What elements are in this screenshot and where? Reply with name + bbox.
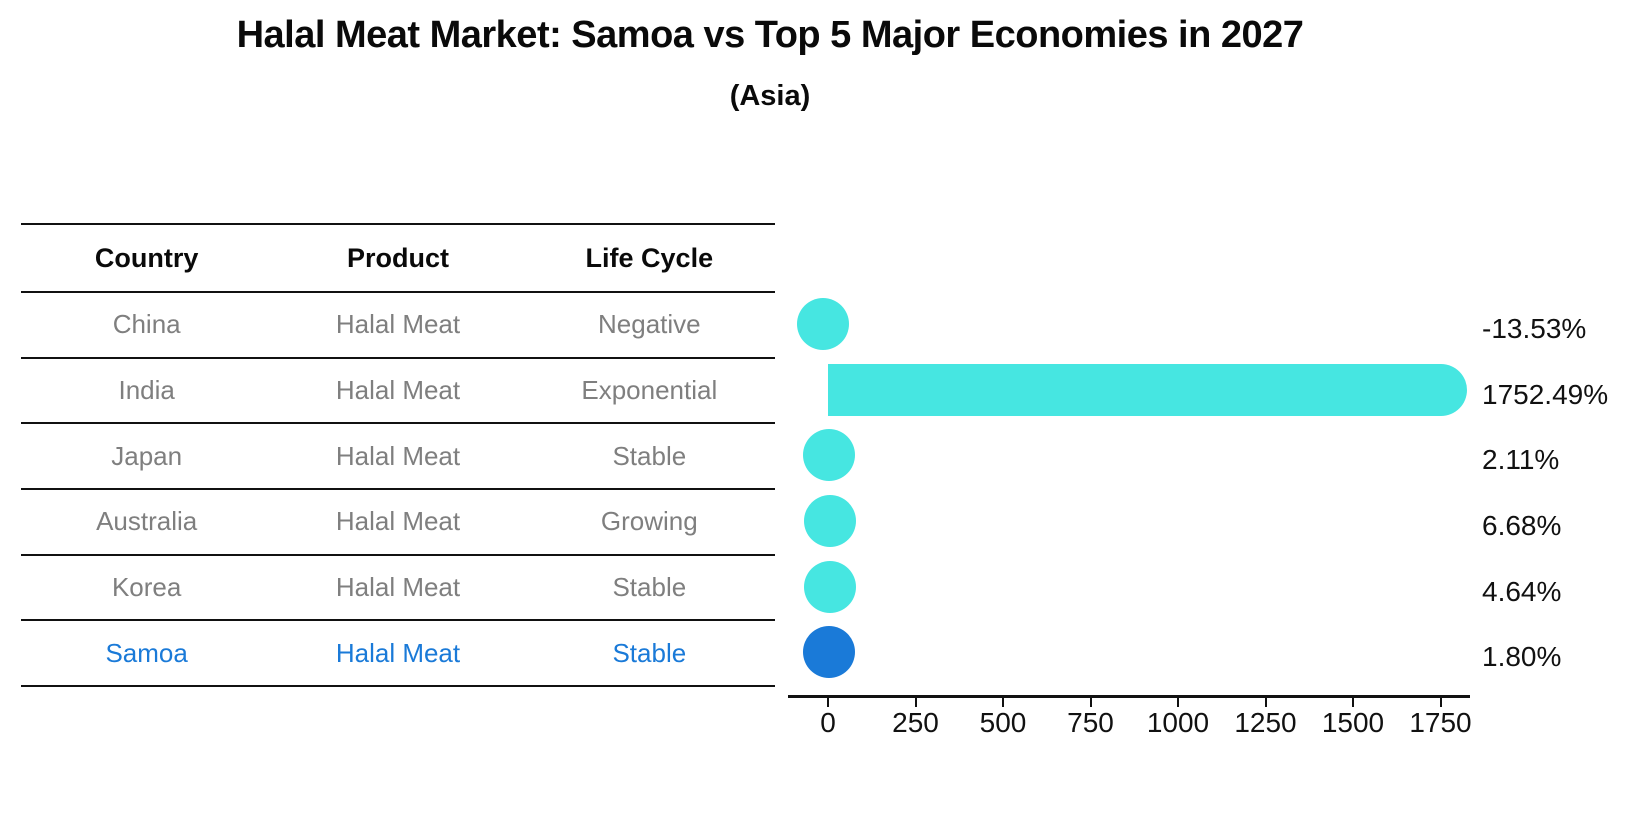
table-row-korea: Korea Halal Meat Stable: [21, 556, 775, 622]
bar-samoa: [802, 626, 855, 679]
data-table: Country Product Life Cycle China Halal Meat N…: [21, 223, 775, 688]
table-cell-product: Halal Meat: [335, 309, 461, 340]
table-cell-life-cycle: Stable: [612, 637, 687, 668]
chart-subtitle: (Asia): [729, 80, 811, 112]
table-row-japan: Japan Halal Meat Stable: [21, 424, 775, 491]
table-cell-country: Korea: [111, 572, 182, 603]
x-tick-1000: [1177, 698, 1179, 707]
x-tick-label-750: 750: [1067, 707, 1114, 738]
table-cell-country: China: [112, 309, 181, 340]
table-cell-country: India: [118, 375, 175, 406]
table-cell-product: Halal Meat: [335, 375, 461, 406]
table-header-cell-product: Product: [346, 242, 449, 273]
bar-china: [797, 297, 850, 350]
x-tick-label-500: 500: [979, 707, 1027, 738]
table-cell-product: Halal Meat: [335, 637, 461, 668]
x-tick-1250: [1264, 698, 1267, 707]
chart-title: Halal Meat Market: Samoa vs Top 5 Major …: [236, 14, 1304, 56]
table-row-china: China Halal Meat Negative: [21, 293, 775, 359]
table-header-row: Country Product Life Cycle: [21, 225, 775, 293]
value-label-samoa: 1.80%: [1482, 641, 1562, 673]
value-label-india: 1752.49%: [1482, 378, 1609, 410]
x-tick-label-250: 250: [892, 707, 939, 738]
table-cell-country: Samoa: [105, 637, 188, 668]
table-cell-country: Australia: [96, 506, 198, 537]
table-cell-country: Japan: [111, 440, 183, 471]
bar-japan: [802, 429, 855, 482]
subtitle-wrap: (Asia): [0, 80, 1540, 113]
table-row-india: India Halal Meat Exponential: [21, 359, 775, 425]
table-header-cell-country: Country: [94, 242, 199, 273]
table-cell-life-cycle: Exponential: [581, 375, 718, 406]
value-label-korea: 4.64%: [1482, 575, 1562, 607]
x-tick-label-1000: 1000: [1146, 707, 1210, 738]
x-tick-250: [914, 698, 917, 707]
x-tick-750: [1089, 698, 1092, 707]
x-tick-1500: [1352, 698, 1354, 707]
x-tick-1750: [1439, 698, 1442, 707]
table-cell-life-cycle: Stable: [612, 440, 687, 471]
bar-korea: [803, 560, 856, 613]
x-tick-label-1750: 1750: [1409, 707, 1472, 738]
table-cell-life-cycle: Stable: [612, 572, 687, 603]
x-tick-500: [1002, 698, 1004, 707]
table-cell-product: Halal Meat: [335, 440, 461, 471]
x-axis-line: [788, 695, 1470, 698]
table-header-cell-life-cycle: Life Cycle: [585, 242, 714, 273]
value-label-china: -13.53%: [1482, 312, 1587, 344]
table-cell-life-cycle: Growing: [600, 506, 698, 537]
value-label-australia: 6.68%: [1482, 509, 1562, 541]
x-tick-0: [827, 698, 829, 707]
value-label-japan: 2.11%: [1482, 444, 1560, 476]
table-cell-product: Halal Meat: [335, 572, 461, 603]
table-row-australia: Australia Halal Meat Growing: [21, 490, 775, 556]
table-row-samoa: Samoa Halal Meat Stable: [21, 621, 775, 688]
title-wrap: Halal Meat Market: Samoa vs Top 5 Major …: [0, 14, 1540, 57]
x-tick-label-1250: 1250: [1234, 707, 1297, 738]
bar-australia: [804, 494, 857, 547]
table-cell-life-cycle: Negative: [598, 309, 701, 340]
table-cell-product: Halal Meat: [335, 506, 461, 537]
x-tick-label-1500: 1500: [1321, 707, 1385, 738]
bar-india: [828, 363, 1468, 416]
x-tick-label-0: 0: [820, 707, 836, 738]
